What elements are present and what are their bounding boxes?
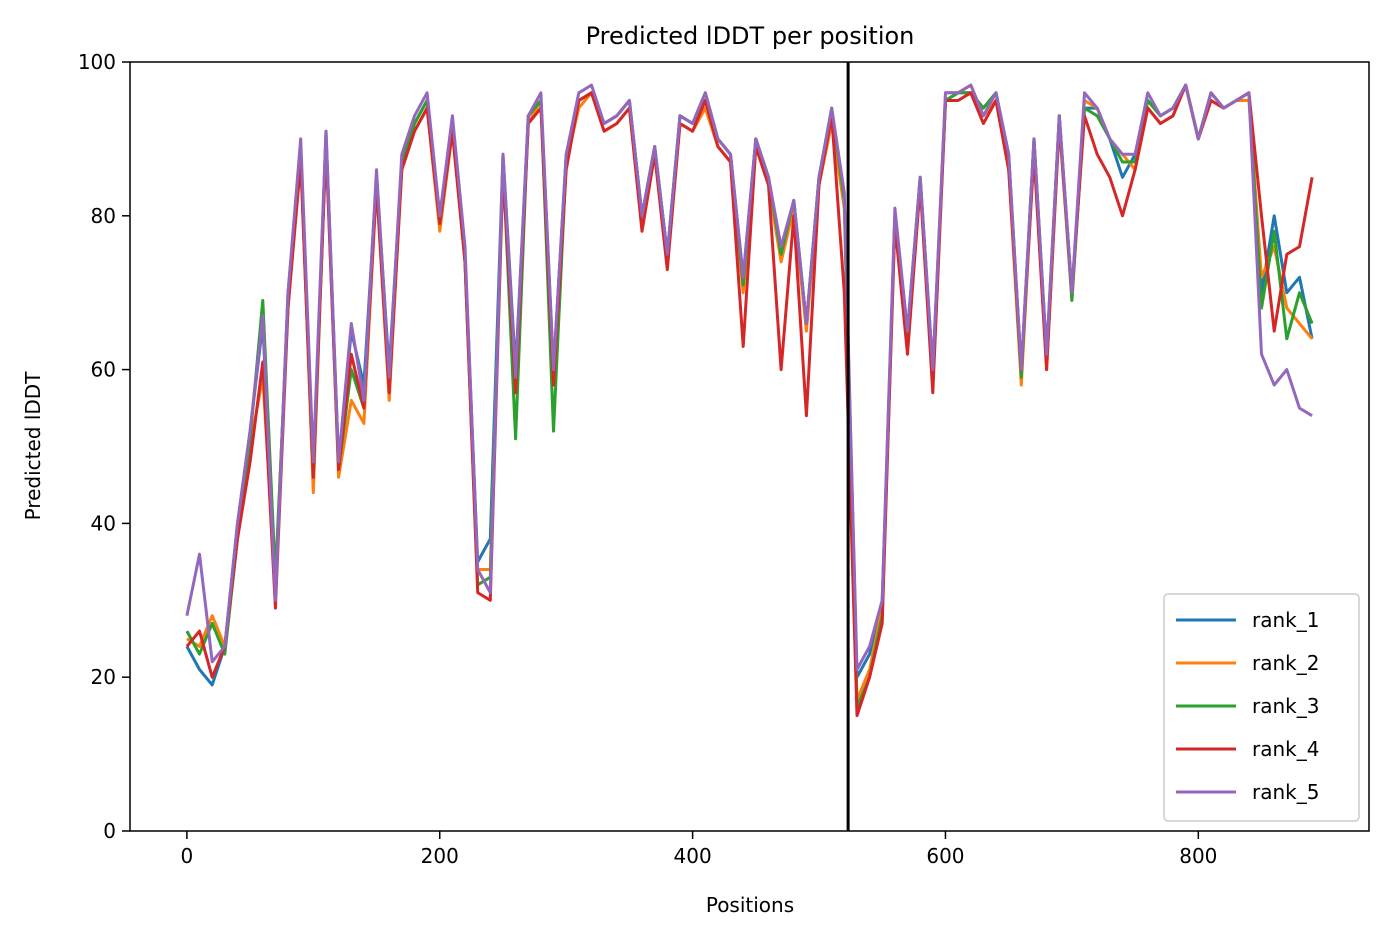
y-tick-label: 40 <box>91 511 116 535</box>
x-tick-label: 600 <box>926 844 964 868</box>
x-tick-label: 400 <box>674 844 712 868</box>
y-tick-label: 20 <box>91 665 116 689</box>
y-axis-label: Predicted lDDT <box>21 371 45 521</box>
legend-label-rank_4: rank_4 <box>1252 737 1319 761</box>
y-tick-label: 100 <box>78 50 116 74</box>
plot-area <box>129 61 1370 832</box>
x-tick-label: 200 <box>421 844 459 868</box>
legend-box <box>1163 593 1360 822</box>
y-axis-ticks: 0 20 40 60 80 100 <box>78 50 130 843</box>
y-tick-label: 60 <box>91 358 116 382</box>
legend-label-rank_5: rank_5 <box>1252 780 1319 804</box>
axes-frame <box>129 61 1370 832</box>
x-axis-ticks: 0 200 400 600 800 <box>181 831 1217 868</box>
x-axis-label: Positions <box>706 893 794 917</box>
legend-label-rank_2: rank_2 <box>1252 651 1319 675</box>
y-tick-label: 80 <box>91 204 116 228</box>
legend-label-rank_1: rank_1 <box>1252 608 1319 632</box>
x-tick-label: 0 <box>181 844 194 868</box>
legend-label-rank_3: rank_3 <box>1252 694 1319 718</box>
legend: rank_1 rank_2 rank_3 rank_4 rank_5 <box>1163 593 1360 822</box>
y-tick-label: 0 <box>103 819 116 843</box>
series-lines <box>185 83 1314 718</box>
series-line-rank_5 <box>185 83 1313 671</box>
x-tick-label: 800 <box>1179 844 1217 868</box>
chart-title: Predicted lDDT per position <box>586 22 915 50</box>
